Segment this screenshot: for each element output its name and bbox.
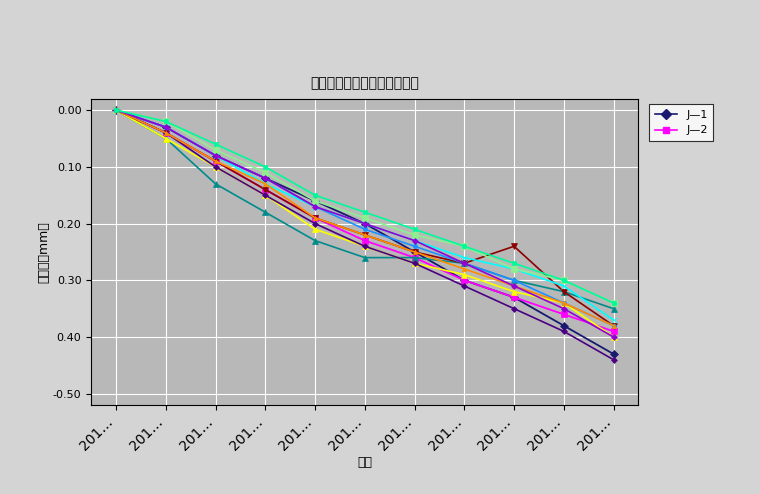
X-axis label: 时间: 时间 — [357, 456, 372, 469]
Legend: J—1, J—2: J—1, J—2 — [650, 104, 713, 141]
Y-axis label: 沉降量（mm）: 沉降量（mm） — [37, 221, 50, 283]
Title: 沉降观测时间、沉降量关系图: 沉降观测时间、沉降量关系图 — [310, 77, 420, 91]
